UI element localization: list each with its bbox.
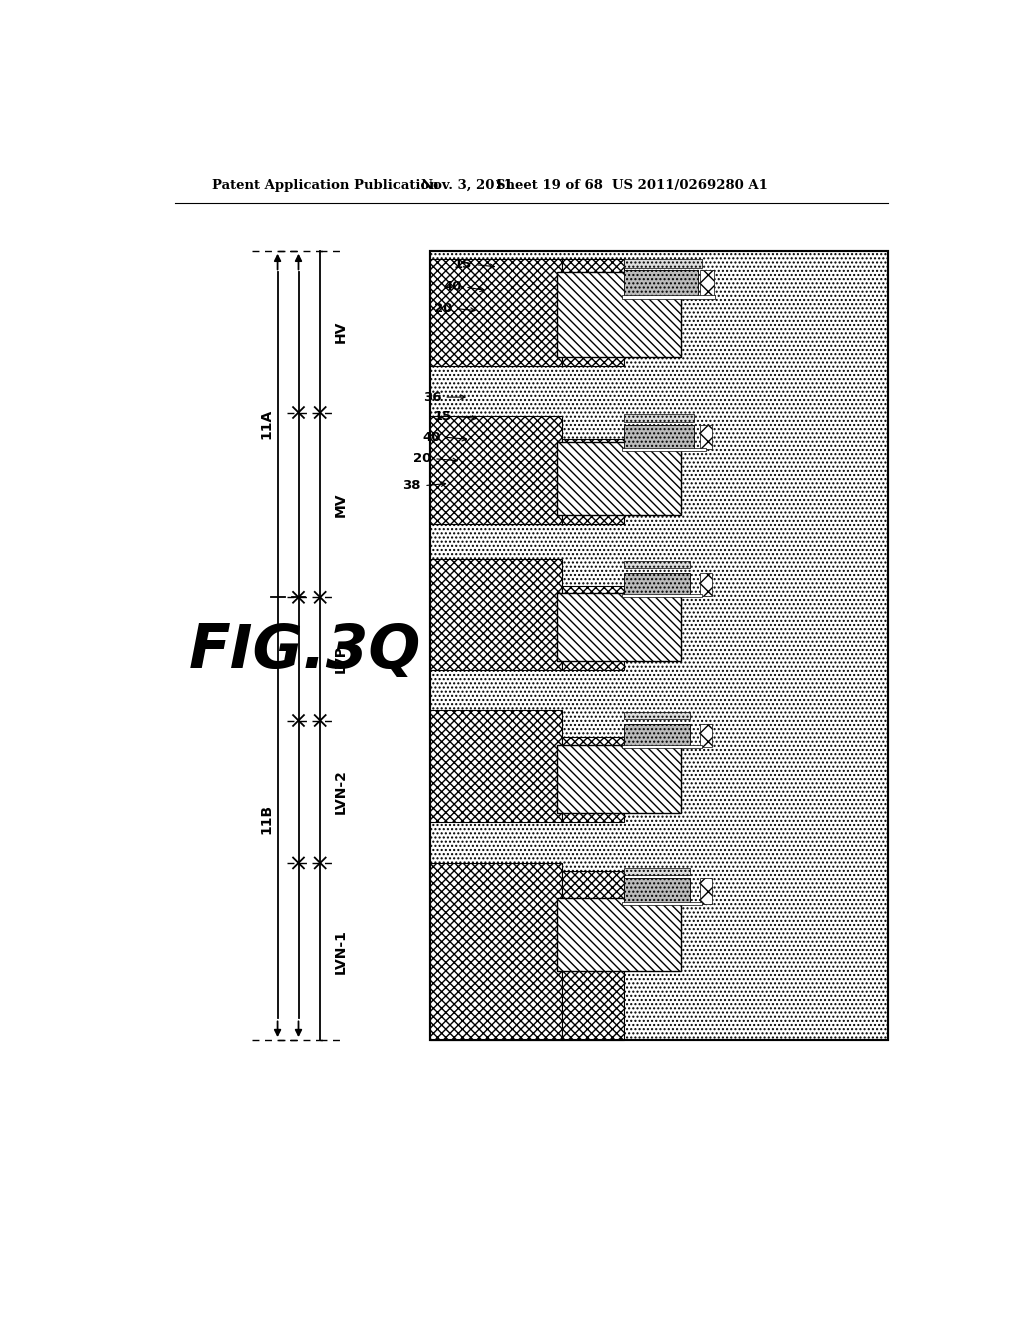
Bar [430,710,562,822]
Bar [623,296,716,300]
Bar [557,442,681,515]
Bar [624,425,693,449]
Bar [557,898,681,970]
Bar [623,903,701,906]
Text: LVN-1: LVN-1 [334,929,347,974]
Bar [623,447,707,451]
Bar [624,573,690,595]
Bar [700,723,712,747]
Bar [624,711,690,719]
Text: 40: 40 [443,280,462,293]
Bar [430,558,562,671]
Text: Patent Application Publication: Patent Application Publication [212,178,438,191]
Text: LVN-2: LVN-2 [334,770,347,814]
Text: 20: 20 [413,453,431,465]
Text: 11B: 11B [260,804,273,834]
Text: 20: 20 [433,302,452,315]
Text: HV: HV [334,321,347,343]
Text: Sheet 19 of 68: Sheet 19 of 68 [496,178,603,191]
Bar [557,594,681,661]
Text: FIG.3Q: FIG.3Q [188,622,421,681]
Bar [623,744,701,748]
Bar [562,871,624,1040]
Bar [700,878,712,904]
Text: LVP: LVP [334,645,347,673]
Bar [562,440,624,524]
Text: MV: MV [334,492,347,517]
Text: 38: 38 [402,479,421,492]
Bar [624,271,697,297]
Bar [624,259,701,268]
Bar [624,867,690,875]
Bar [700,271,714,297]
Text: Nov. 3, 2011: Nov. 3, 2011 [421,178,513,191]
Bar [624,561,690,568]
Text: 40: 40 [423,430,441,444]
Bar [623,594,701,598]
Bar [557,744,681,813]
Bar [430,416,562,524]
Text: 11A: 11A [260,409,273,440]
Bar [562,738,624,822]
Bar [562,259,624,367]
Bar [557,272,681,358]
Bar [700,425,713,449]
Bar [562,586,624,671]
Bar [624,878,690,904]
Bar [430,259,562,367]
Bar [430,251,888,1040]
Bar [624,414,693,422]
Text: 36: 36 [423,391,441,404]
Text: US 2011/0269280 A1: US 2011/0269280 A1 [612,178,768,191]
Text: 15: 15 [454,259,472,271]
Bar [700,573,712,595]
Bar [430,251,888,1040]
Text: 15: 15 [434,409,452,422]
Bar [624,723,690,747]
Bar [430,863,562,1040]
